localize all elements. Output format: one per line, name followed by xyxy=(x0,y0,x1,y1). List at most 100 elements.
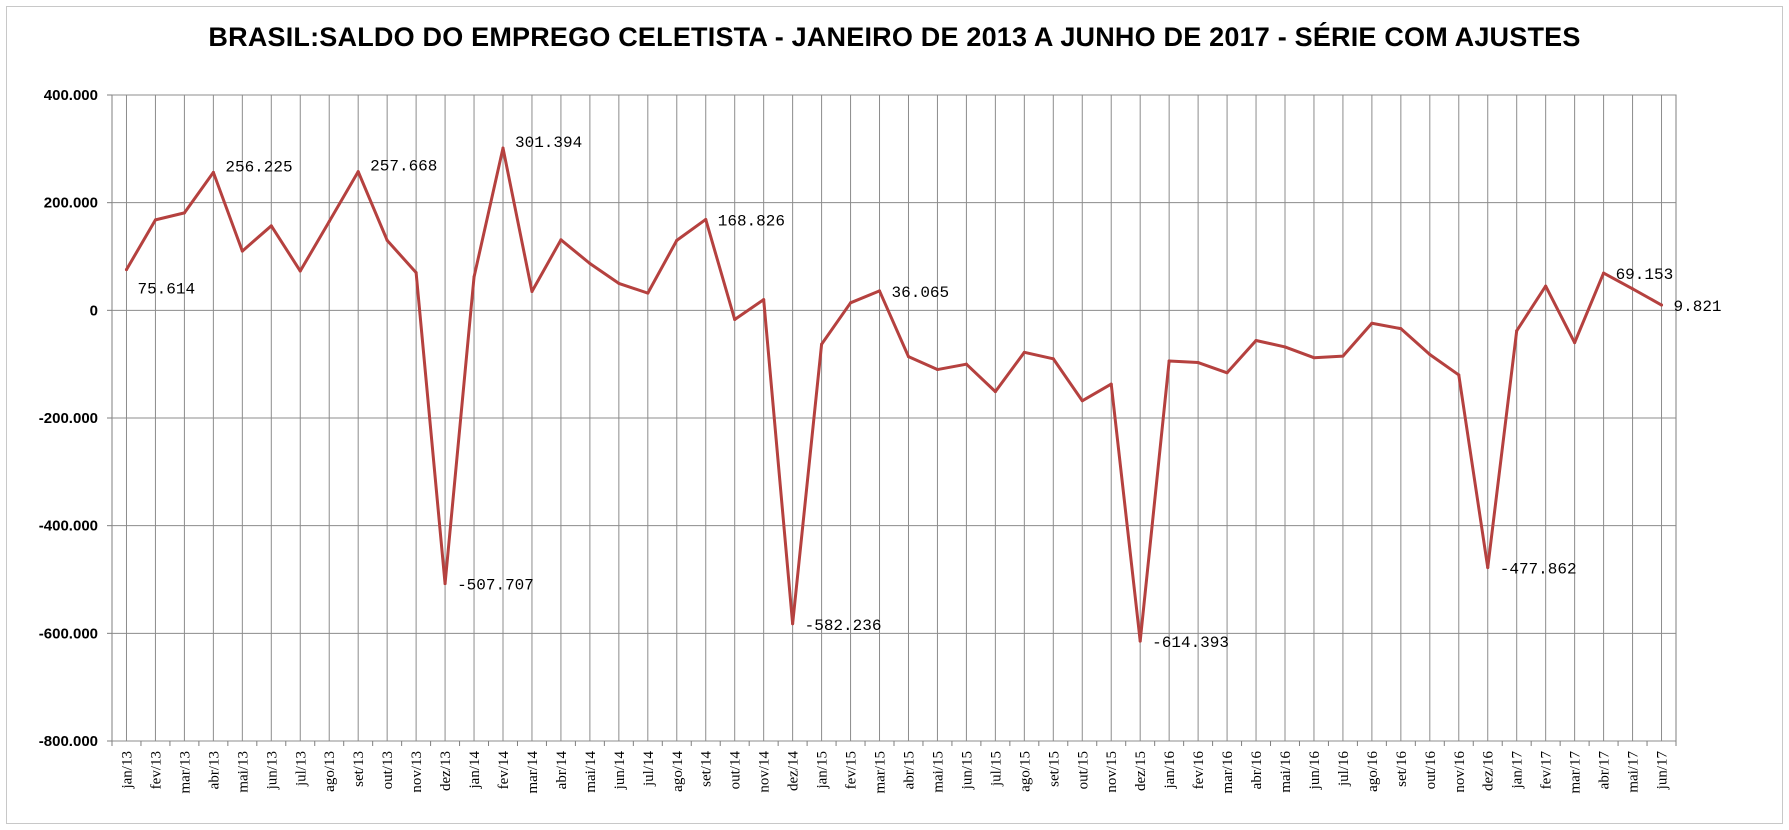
x-tick-label: out/16 xyxy=(1423,751,1439,790)
x-tick-label: out/13 xyxy=(380,751,396,789)
x-tick-label: mar/14 xyxy=(525,751,541,794)
x-tick-label: fev/13 xyxy=(148,751,164,789)
data-point xyxy=(675,238,679,242)
x-tick-label: ago/13 xyxy=(322,751,338,792)
data-label: -507.707 xyxy=(457,577,534,595)
x-tick-label: mai/17 xyxy=(1626,751,1642,793)
x-tick-label: abr/15 xyxy=(901,751,917,789)
y-tick-label: -400.000 xyxy=(39,518,98,535)
y-tick-label: -200.000 xyxy=(39,410,98,427)
data-point xyxy=(906,355,910,359)
data-label: 256.225 xyxy=(225,158,292,176)
x-tick-label: nov/13 xyxy=(409,751,425,793)
data-label: 301.394 xyxy=(515,134,582,152)
data-point xyxy=(964,362,968,366)
x-tick-label: abr/17 xyxy=(1597,751,1613,790)
x-tick-label: mai/15 xyxy=(930,751,946,793)
data-point xyxy=(1341,354,1345,358)
data-point xyxy=(182,211,186,215)
data-point xyxy=(240,249,244,253)
x-tick-label: set/16 xyxy=(1394,751,1410,787)
x-tick-label: ago/16 xyxy=(1365,751,1381,792)
data-point xyxy=(878,289,882,293)
x-tick-label: out/14 xyxy=(728,751,744,790)
x-tick-label: fev/14 xyxy=(496,751,512,790)
data-point xyxy=(414,271,418,275)
x-tick-label: jun/16 xyxy=(1307,751,1323,791)
data-point xyxy=(993,390,997,394)
data-point xyxy=(1196,361,1200,365)
y-tick-label: -800.000 xyxy=(39,733,98,750)
x-tick-label: nov/14 xyxy=(757,751,773,793)
x-tick-label: jul/15 xyxy=(988,751,1004,787)
x-tick-label: abr/14 xyxy=(554,751,570,790)
data-label: -477.862 xyxy=(1500,561,1577,579)
x-tick-label: jul/14 xyxy=(641,751,657,788)
data-point xyxy=(1022,350,1026,354)
x-tick-label: dez/16 xyxy=(1481,751,1497,791)
data-point xyxy=(1399,327,1403,331)
data-point xyxy=(588,261,592,265)
data-point xyxy=(733,317,737,321)
data-point xyxy=(327,220,331,224)
x-tick-label: jun/17 xyxy=(1655,751,1671,791)
data-point xyxy=(820,342,824,346)
x-tick-label: mar/15 xyxy=(873,751,889,794)
x-tick-label: abr/16 xyxy=(1249,751,1265,790)
x-tick-label: abr/13 xyxy=(206,751,222,789)
x-tick-label: jul/13 xyxy=(293,751,309,787)
data-point xyxy=(704,217,708,221)
data-point xyxy=(1573,341,1577,345)
data-point xyxy=(530,289,534,293)
data-point xyxy=(762,298,766,302)
x-tick-label: mai/16 xyxy=(1278,751,1294,793)
data-point xyxy=(1225,371,1229,375)
data-point xyxy=(472,275,476,279)
data-point xyxy=(559,238,563,242)
x-tick-label: jun/14 xyxy=(612,751,628,791)
x-tick-label: nov/15 xyxy=(1104,751,1120,793)
data-label: 69.153 xyxy=(1616,266,1674,284)
data-point xyxy=(211,170,215,174)
x-tick-label: mar/16 xyxy=(1220,751,1236,794)
x-tick-label: mai/13 xyxy=(235,751,251,793)
x-tick-label: jan/13 xyxy=(119,751,135,790)
data-point xyxy=(1457,373,1461,377)
x-tick-label: jun/15 xyxy=(959,751,975,790)
data-point xyxy=(1254,338,1258,342)
chart-title: BRASIL:SALDO DO EMPREGO CELETISTA - JANE… xyxy=(208,22,1581,52)
data-label: -582.236 xyxy=(805,617,882,635)
x-tick-label: jan/17 xyxy=(1510,751,1526,790)
data-point xyxy=(1312,356,1316,360)
x-tick-label: ago/15 xyxy=(1017,751,1033,792)
data-label: 75.614 xyxy=(137,281,195,299)
x-tick-label: out/15 xyxy=(1075,751,1091,789)
data-point xyxy=(1167,359,1171,363)
data-point xyxy=(1602,271,1606,275)
data-point xyxy=(443,582,447,586)
x-tick-label: mar/13 xyxy=(177,751,193,794)
series-line xyxy=(124,146,1664,643)
x-tick-label: mai/14 xyxy=(583,751,599,793)
data-point xyxy=(1544,284,1548,288)
data-label: -614.393 xyxy=(1152,634,1229,652)
x-tick-label: dez/14 xyxy=(786,751,802,791)
data-label: 257.668 xyxy=(370,158,437,176)
data-label: 9.821 xyxy=(1674,298,1722,316)
x-tick-label: jan/15 xyxy=(815,751,831,790)
data-point xyxy=(791,622,795,626)
x-tick-label: fev/16 xyxy=(1191,751,1207,790)
x-tick-label: ago/14 xyxy=(670,751,686,792)
x-tick-label: nov/16 xyxy=(1452,751,1468,793)
data-point xyxy=(269,224,273,228)
data-point xyxy=(1428,352,1432,356)
x-tick-label: fev/17 xyxy=(1539,751,1555,790)
data-point xyxy=(1660,303,1664,307)
y-tick-label: 200.000 xyxy=(44,195,98,212)
data-point xyxy=(1486,566,1490,570)
y-tick-label: 0 xyxy=(90,302,98,319)
data-point xyxy=(124,268,128,272)
x-tick-label: dez/13 xyxy=(438,751,454,791)
data-point xyxy=(1051,357,1055,361)
